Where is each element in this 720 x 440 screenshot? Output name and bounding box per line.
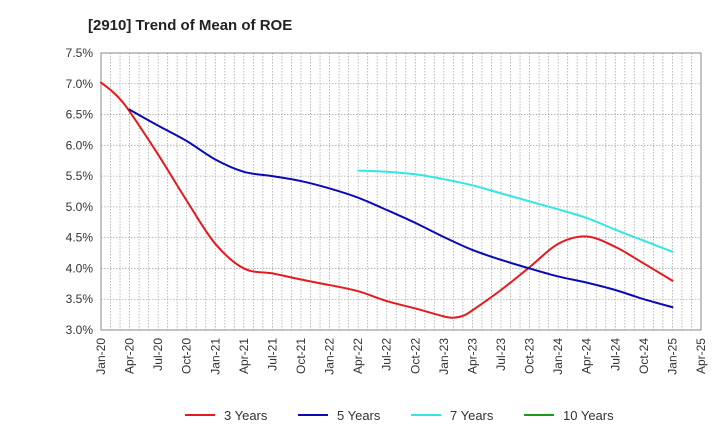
x-tick-label: Jul-24 [608, 338, 622, 371]
legend-label-7-years: 7 Years [450, 408, 494, 423]
chart-title: [2910] Trend of Mean of ROE [88, 17, 292, 34]
y-tick-label: 5.5% [66, 169, 94, 183]
x-tick-label: Apr-21 [237, 338, 251, 374]
axes [100, 52, 702, 331]
x-tick-label: Oct-20 [180, 338, 194, 374]
x-tick-label: Jan-22 [323, 338, 337, 375]
x-tick-label: Apr-25 [694, 338, 708, 374]
x-tick-label: Jul-21 [265, 338, 279, 371]
legend-label-5-years: 5 Years [337, 408, 381, 423]
x-tick-label: Jan-20 [94, 338, 108, 375]
x-tick-label: Jul-20 [151, 338, 165, 371]
x-tick-label: Jan-25 [665, 338, 679, 375]
x-tick-label: Jan-23 [437, 338, 451, 375]
x-tick-label: Oct-23 [523, 338, 537, 374]
x-tick-label: Apr-24 [580, 338, 594, 374]
x-tick-label: Apr-22 [351, 338, 365, 374]
series-line-7-years [357, 169, 674, 253]
y-tick-label: 7.5% [66, 46, 94, 60]
x-tick-label: Jul-22 [380, 338, 394, 371]
x-tick-label: Apr-23 [465, 338, 479, 374]
x-tick-label: Jan-24 [551, 338, 565, 375]
x-tick-label: Jan-21 [208, 338, 222, 375]
y-tick-label: 6.5% [66, 108, 94, 122]
y-axis-ticks: 3.0% 3.5% 4.0% 4.5% 5.0% 5.5% 6.0% 6.5% 7.0% 7.5% [66, 46, 94, 337]
legend-label-3-years: 3 Years [224, 408, 268, 423]
y-tick-label: 6.0% [66, 138, 94, 152]
y-tick-label: 3.0% [66, 323, 94, 337]
x-tick-label: Oct-22 [408, 338, 422, 374]
x-axis-ticks: Jan-20 Apr-20 Jul-20 Oct-20 Jan-21 Apr-21 Jul-… [94, 338, 708, 375]
legend-label-10-years: 10 Years [563, 408, 614, 423]
x-tick-label: Jul-23 [494, 338, 508, 371]
series-line-3-years [100, 81, 674, 319]
y-tick-label: 4.0% [66, 261, 94, 275]
plot-area-border [100, 52, 702, 331]
y-tick-label: 7.0% [66, 77, 94, 91]
legend: 3 Years 5 Years 7 Years 10 Years [185, 408, 614, 423]
y-tick-label: 5.0% [66, 200, 94, 214]
x-tick-label: Oct-24 [637, 338, 651, 374]
x-tick-label: Oct-21 [294, 338, 308, 374]
y-tick-label: 4.5% [66, 231, 94, 245]
y-tick-label: 3.5% [66, 292, 94, 306]
grid [100, 52, 702, 331]
series-line-5-years [128, 108, 674, 309]
x-tick-label: Apr-20 [123, 338, 137, 374]
series-lines [100, 81, 674, 319]
